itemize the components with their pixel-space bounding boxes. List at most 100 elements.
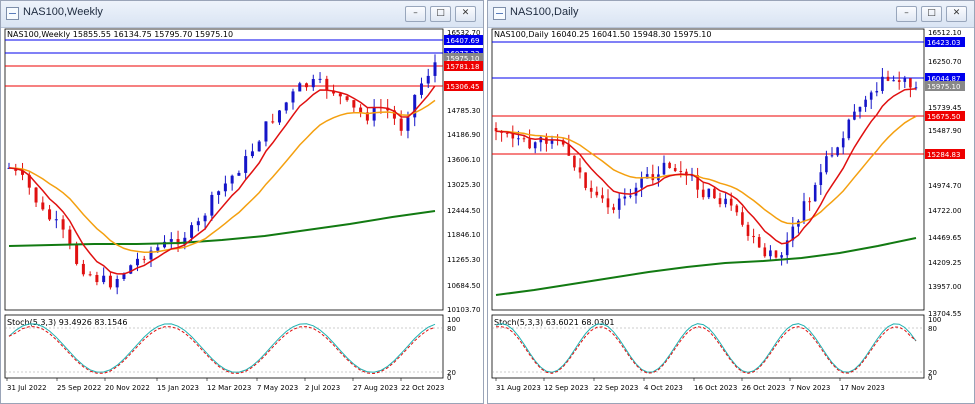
ma-mid-line [8, 99, 436, 254]
candle-body [115, 278, 119, 288]
price-pane-frame [491, 28, 925, 311]
candle-body [808, 201, 811, 203]
candle-body [372, 107, 376, 121]
candle-body [230, 175, 234, 184]
window-titlebar[interactable]: NAS100,Weekly – □ ✕ [1, 1, 483, 28]
price-tag-label: 15975.10 [927, 83, 960, 91]
candle-body [528, 139, 531, 149]
candle-body [190, 225, 194, 238]
close-button[interactable]: ✕ [455, 6, 476, 22]
candle-body [217, 191, 221, 195]
weekly-chart-canvas[interactable]: NAS100,Weekly 15855.55 16134.75 15795.70… [1, 28, 483, 403]
candle-body [359, 107, 363, 113]
candle-body [298, 83, 302, 92]
price-tag-label: 15284.83 [927, 151, 960, 159]
stoch-signal-line [496, 326, 917, 374]
candle-body [539, 137, 543, 143]
stoch-signal-line [8, 326, 436, 375]
time-axis-label: 15 Jan 2023 [157, 384, 199, 392]
candle-body [690, 175, 694, 177]
candle-body [696, 175, 699, 190]
candle-body [183, 237, 187, 245]
candle-body [701, 189, 705, 198]
ma-slow-line [8, 210, 436, 247]
candle-body [780, 255, 783, 258]
time-axis-label: 7 May 2023 [257, 384, 298, 392]
time-axis-label: 31 Aug 2023 [496, 384, 541, 392]
candle-body [903, 78, 907, 82]
chart-info-label: NAS100,Daily 16040.25 16041.50 15948.30 … [494, 30, 711, 39]
candle-body [149, 250, 153, 260]
price-axis-label: 13606.10 [447, 156, 480, 164]
candle-body [318, 78, 322, 80]
candle-body [629, 195, 632, 197]
candle-body [352, 100, 356, 108]
candle-body [88, 274, 92, 276]
price-tag-label: 15975.10 [446, 55, 479, 63]
candle-body [892, 80, 895, 82]
candle-body [589, 187, 593, 192]
candle-body [305, 83, 309, 88]
candle-body [210, 194, 214, 216]
candle-body [685, 171, 688, 176]
candle-body [27, 174, 31, 188]
candle-body [640, 178, 643, 188]
candle-body [406, 117, 410, 131]
candle-body [802, 201, 806, 221]
price-tag [444, 35, 483, 45]
price-tag [444, 53, 483, 63]
candle-body [399, 118, 403, 131]
stoch-axis-label: 80 [447, 325, 456, 333]
chart-window-icon [493, 7, 506, 20]
candle-body [129, 265, 133, 274]
candle-body [291, 91, 295, 103]
time-axis-label: 17 Nov 2023 [840, 384, 885, 392]
price-axis-label: 14722.00 [928, 207, 961, 215]
candle-body [75, 244, 79, 264]
candle-body [237, 172, 241, 176]
stoch-pane-frame [491, 314, 925, 379]
stoch-axis-label: 20 [928, 369, 937, 377]
price-tag-label: 15306.45 [446, 83, 479, 91]
weekly-chart-window[interactable]: NAS100,Weekly – □ ✕ NAS100,Weekly 15855.… [0, 0, 484, 404]
stoch-main-line [8, 323, 436, 373]
candle-body [332, 90, 336, 94]
candle-body [196, 221, 200, 226]
time-axis-label: 12 Sep 2023 [544, 384, 588, 392]
minimize-button[interactable]: – [405, 6, 426, 22]
candle-body [617, 198, 621, 210]
ma-fast-line [8, 85, 436, 275]
candle-body [724, 198, 727, 205]
candle-body [419, 83, 423, 95]
stoch-label: Stoch(5,3,3) 63.6021 68.0301 [494, 318, 614, 327]
daily-chart-canvas[interactable]: NAS100,Daily 16040.25 16041.50 15948.30 … [488, 28, 974, 403]
candle-body [662, 162, 666, 175]
candle-body [606, 198, 610, 208]
minimize-button[interactable]: – [896, 6, 917, 22]
candle-body [612, 207, 615, 210]
candle-body [550, 139, 554, 144]
ma-fast-line [495, 88, 917, 245]
time-axis-label: 26 Oct 2023 [742, 384, 785, 392]
candle-body [176, 239, 180, 245]
maximize-button[interactable]: □ [921, 6, 942, 22]
time-axis-label: 12 Mar 2023 [207, 384, 251, 392]
time-axis-label: 27 Aug 2023 [353, 384, 398, 392]
candle-body [135, 258, 139, 266]
candle-body [277, 110, 281, 123]
ma-mid-line [495, 115, 917, 225]
price-axis-label: 14974.70 [928, 182, 961, 190]
maximize-button[interactable]: □ [430, 6, 451, 22]
candle-body [203, 215, 207, 222]
candle-body [567, 144, 571, 156]
close-button[interactable]: ✕ [946, 6, 967, 22]
window-titlebar[interactable]: NAS100,Daily – □ ✕ [488, 1, 974, 28]
price-tag [925, 111, 965, 121]
candle-body [108, 275, 112, 288]
candle-body [668, 162, 671, 169]
daily-chart-window[interactable]: NAS100,Daily – □ ✕ NAS100,Daily 16040.25… [487, 0, 975, 404]
stoch-axis-label: 0 [447, 374, 451, 382]
candle-body [830, 155, 834, 157]
price-axis-label: 10684.50 [447, 282, 480, 290]
time-axis-label: 22 Oct 2023 [401, 384, 444, 392]
